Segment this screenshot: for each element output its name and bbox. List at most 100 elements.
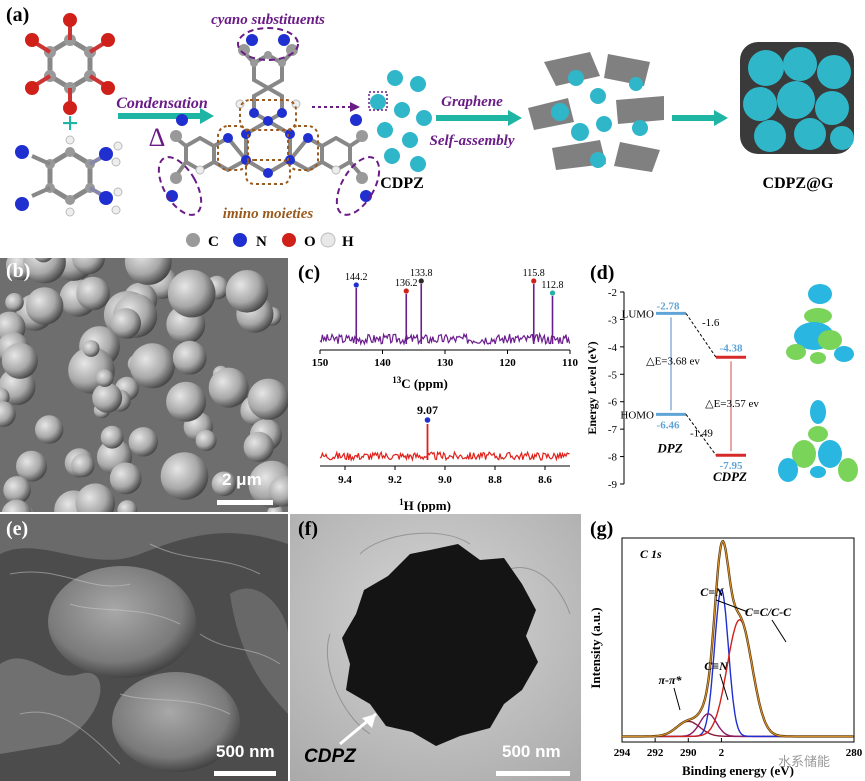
watermark-text: 水系储能 <box>778 754 830 769</box>
h1-tick-label: 9.2 <box>388 474 402 486</box>
homo-connector <box>685 414 717 456</box>
sem-particle <box>3 476 31 504</box>
panel-c: (c) 13C (ppm) 1H (ppm) 144.2 136.2 133.8 11… <box>290 258 580 512</box>
sem-particle <box>167 269 216 318</box>
xps-tick-label: 292 <box>647 747 664 759</box>
panel-b-label: (b) <box>6 260 31 282</box>
legend-h: H <box>342 234 354 250</box>
c13-peak-marker <box>549 290 556 296</box>
xps-annotation-label: C=C/C-C <box>745 605 792 619</box>
imino-highlight-left <box>217 125 249 171</box>
panel-b-scalebar <box>217 500 273 505</box>
xps-annotation-label: C=N <box>700 585 725 599</box>
sem-particle <box>35 415 64 444</box>
xps-chart: 294 292 290 2 280 Binding energy (eV) Intensit… <box>588 537 863 778</box>
c13-peak-label: 144.2 <box>345 272 368 283</box>
dpz-homo-value: -6.46 <box>657 419 680 431</box>
sem-particle <box>100 425 124 449</box>
xps-envelope-curve <box>622 539 854 738</box>
homo-label: HOMO <box>620 409 654 421</box>
panel-e-label: (e) <box>6 518 29 540</box>
particle-highlight <box>368 91 388 111</box>
lumo-label: LUMO <box>622 308 654 320</box>
cdpz-gap-label: △E=3.57 ev <box>705 398 759 410</box>
c13-peak-label: 112.8 <box>541 280 563 291</box>
cdpzg-label: CDPZ@G <box>763 175 834 192</box>
h1-tick-label: 8.6 <box>538 474 552 486</box>
h1-peak-label: 9.07 <box>417 403 438 417</box>
c13-spectrum-trace <box>319 331 571 347</box>
sem-particle <box>1 342 38 379</box>
sem-particle <box>92 382 123 413</box>
sem-particle <box>247 378 288 420</box>
plus-sign: + <box>61 107 78 140</box>
sem-particle <box>166 381 207 422</box>
panel-g-label: (g) <box>590 518 614 540</box>
panel-a-label: (a) <box>6 4 30 26</box>
graphene-label: Graphene <box>441 94 503 110</box>
xps-annotation-label: C≡N <box>704 659 729 673</box>
panel-g: (g) 294 292 290 2 280 Binding energy (eV) Inte… <box>582 514 865 781</box>
panel-e-scale-text: 500 nm <box>216 742 275 761</box>
xps-tick-label: 294 <box>614 747 631 759</box>
c13-tick-label: 140 <box>374 357 391 369</box>
panel-f-label: (f) <box>298 518 318 540</box>
sem-particles <box>0 258 288 512</box>
energy-tick-label: -8 <box>608 452 618 464</box>
sem-particle <box>128 427 158 457</box>
panel-b-scale-text: 2 μm <box>222 470 262 489</box>
dpz-lumo-value: -2.78 <box>657 300 680 312</box>
atom-legend: C N O H <box>186 232 354 250</box>
xps-x-axis-label: Binding energy (eV) <box>682 763 794 778</box>
lumo-diff-label: -1.6 <box>702 317 720 329</box>
cdpz-homo-value: -7.95 <box>720 460 743 472</box>
dpz-name: DPZ <box>656 440 682 455</box>
sem-particle <box>117 500 138 512</box>
sem-particle <box>195 429 217 451</box>
scheme-svg: + Condensation Δ <box>15 12 854 250</box>
imino-label: imino moieties <box>223 206 314 222</box>
diamine-molecule <box>15 135 123 217</box>
graphene-mixture <box>528 52 664 172</box>
sem-particle <box>5 293 24 312</box>
dpz-gap-label: △E=3.68 ev <box>646 356 700 368</box>
energy-tick-label: -6 <box>608 397 618 409</box>
self-assembly-label: Self-assembly <box>430 133 515 149</box>
c13-tick-label: 130 <box>437 357 454 369</box>
c13-tick-label: 110 <box>562 357 578 369</box>
cdpz-aggregate <box>342 544 538 746</box>
c13-peak-label: 133.8 <box>410 268 433 279</box>
legend-o: O <box>304 234 316 250</box>
sem-particle <box>225 270 269 313</box>
c13-peak-marker <box>418 278 424 284</box>
panel-a: (a) + <box>0 0 865 258</box>
hexaketone-molecule <box>25 13 115 115</box>
c13-peak-marker <box>531 278 537 284</box>
homo-orbital-plot <box>778 400 858 482</box>
sem-particle <box>35 258 52 263</box>
sem-particle <box>71 453 95 478</box>
cdpz-label: CDPZ <box>380 175 424 192</box>
sem-particle <box>129 343 175 389</box>
condensation-label: Condensation <box>116 95 208 112</box>
panel-d-label: (d) <box>590 262 615 284</box>
sem-particle <box>75 483 116 512</box>
sem-particle <box>110 308 141 339</box>
sem-particle <box>82 340 100 357</box>
energy-tick-label: -2 <box>608 287 617 299</box>
h1-tick-label: 9.4 <box>338 474 352 486</box>
energy-tick-label: -3 <box>608 314 618 326</box>
sem-particle <box>160 452 209 500</box>
c13-peak-marker <box>353 282 359 288</box>
energy-axis-label: Energy Level (eV) <box>585 341 599 434</box>
panel-d: (d) -2 -3 -4 -5 -6 -7 -8 -9 Energy Level (eV) LUM… <box>582 258 865 512</box>
sem-particle <box>16 450 47 482</box>
sem-particle <box>172 340 207 375</box>
xps-annotation-arrow <box>771 619 787 643</box>
sem-particle <box>23 258 66 284</box>
delta-symbol: Δ <box>149 123 166 152</box>
legend-n: N <box>256 234 267 250</box>
sem-particle <box>124 258 172 285</box>
xps-title: C 1s <box>640 547 662 561</box>
sem-particle <box>208 367 249 408</box>
